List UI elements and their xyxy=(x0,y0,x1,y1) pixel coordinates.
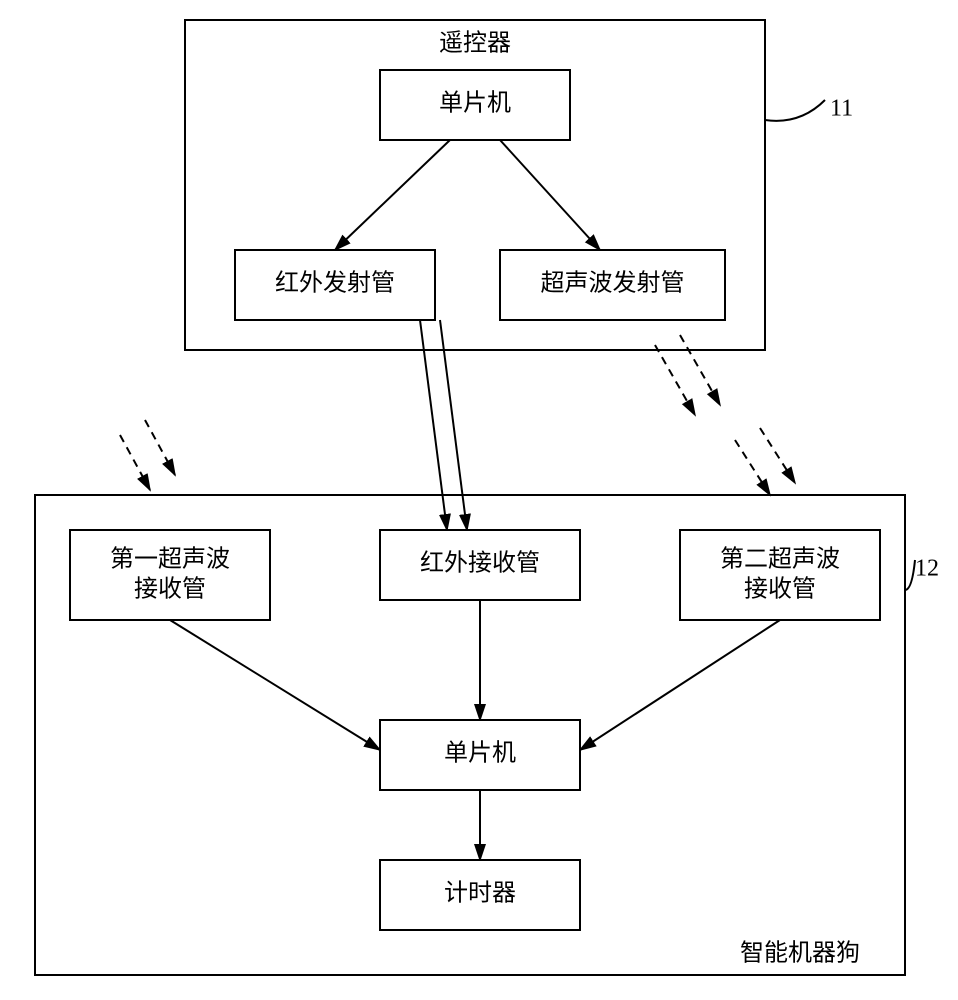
arrow-ddash-2a xyxy=(735,440,770,495)
node-text-mcu_top: 单片机 xyxy=(439,90,511,117)
arrow-solid-1 xyxy=(500,140,600,250)
arrow-ddash-0a xyxy=(120,435,150,490)
ref-remote: 11 xyxy=(830,96,853,122)
arrow-ddash-1a xyxy=(655,345,695,415)
arrow-ddash-2b xyxy=(760,428,795,483)
leader-remote xyxy=(765,100,825,121)
container-label-robot: 智能机器狗 xyxy=(740,940,860,967)
ref-robot: 12 xyxy=(915,556,939,582)
node-us_rx1 xyxy=(70,530,270,620)
arrow-solid-0 xyxy=(335,140,450,250)
arrow-solid-4 xyxy=(170,620,380,750)
arrow-solid-5 xyxy=(580,620,780,750)
node-text1-us_rx2: 第二超声波 xyxy=(720,546,840,573)
node-text1-us_rx1: 第一超声波 xyxy=(110,546,230,573)
arrow-ddash-0b xyxy=(145,420,175,475)
arrow-dsolid-0a xyxy=(420,320,447,530)
node-text-ir_rx: 红外接收管 xyxy=(420,550,540,577)
arrow-dsolid-0b xyxy=(440,320,467,530)
node-us_rx2 xyxy=(680,530,880,620)
node-text-timer: 计时器 xyxy=(444,880,516,907)
leader-robot xyxy=(905,560,915,590)
node-text-us_tx: 超声波发射管 xyxy=(541,270,685,297)
node-text2-us_rx2: 接收管 xyxy=(744,576,816,603)
container-label-remote: 遥控器 xyxy=(439,30,511,57)
node-text-ir_tx: 红外发射管 xyxy=(275,270,395,297)
node-text-mcu_bot: 单片机 xyxy=(444,740,516,767)
arrow-ddash-1b xyxy=(680,335,720,405)
node-text2-us_rx1: 接收管 xyxy=(134,576,206,603)
